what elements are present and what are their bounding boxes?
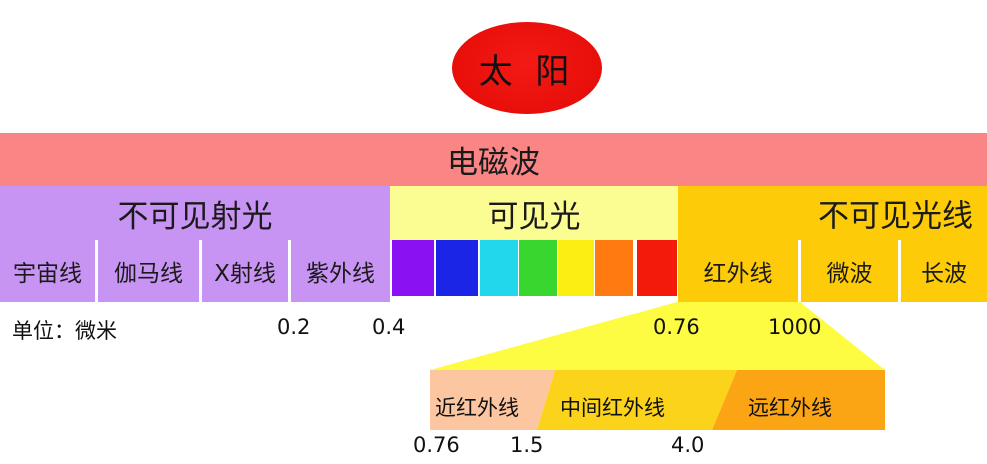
invisible-light-group: 不可见光线 <box>678 186 987 240</box>
visible-light-group: 可见光 <box>390 186 678 240</box>
spectrum-swatch-violet <box>392 240 434 296</box>
unit-label: 单位：微米 <box>12 319 117 343</box>
gamma-ray-label: 伽马线 <box>114 261 183 287</box>
band-divider <box>95 240 98 302</box>
invisible-radiation-label: 不可见射光 <box>117 198 273 235</box>
scale-tick-0-2: 0.2 <box>277 315 311 339</box>
far-infrared-segment <box>712 370 885 430</box>
ir-tick-1-5: 1.5 <box>510 433 544 457</box>
band-divider <box>199 240 202 302</box>
far-infrared-label: 远红外线 <box>748 396 832 420</box>
microwave-cell: 微波 <box>801 240 898 302</box>
cosmic-ray-label: 宇宙线 <box>13 261 82 287</box>
scale-tick-0-4: 0.4 <box>372 315 406 339</box>
microwave-label: 微波 <box>826 261 873 287</box>
spectrum-swatch-red <box>637 240 677 296</box>
long-wave-cell: 长波 <box>901 240 987 302</box>
ir-tick-4-0: 4.0 <box>671 433 705 457</box>
x-ray-cell: X射线 <box>202 240 288 302</box>
sun-ellipse: 太 阳 <box>452 22 602 114</box>
cosmic-ray-cell: 宇宙线 <box>0 240 95 302</box>
invisible-light-label: 不可见光线 <box>818 198 973 235</box>
near-infrared-label: 近红外线 <box>435 396 519 420</box>
spectrum-swatch-yellow <box>558 240 594 296</box>
sun-label: 太 阳 <box>478 51 576 92</box>
x-ray-label: X射线 <box>214 261 276 287</box>
infrared-label: 红外线 <box>703 261 773 287</box>
invisible-radiation-group: 不可见射光 <box>0 186 390 240</box>
spectrum-swatch-orange <box>595 240 633 296</box>
electromagnetic-wave-label: 电磁波 <box>447 145 540 181</box>
scale-tick-1000: 1000 <box>768 315 822 339</box>
near-infrared-segment <box>430 370 555 430</box>
spectrum-swatch-cyan <box>480 240 518 296</box>
band-divider <box>288 240 291 302</box>
mid-infrared-segment <box>537 370 737 430</box>
infrared-cell: 红外线 <box>678 240 798 302</box>
spectrum-swatch-green <box>519 240 557 296</box>
visible-light-label: 可见光 <box>487 198 581 235</box>
electromagnetic-wave-band: 电磁波 <box>0 133 987 186</box>
mid-infrared-label: 中间红外线 <box>560 396 665 420</box>
band-divider <box>798 240 801 302</box>
band-divider <box>898 240 901 302</box>
long-wave-label: 长波 <box>921 261 967 287</box>
spectrum-swatch-blue <box>436 240 478 296</box>
scale-tick-0-76: 0.76 <box>653 315 700 339</box>
ir-tick-0-76: 0.76 <box>413 433 460 457</box>
gamma-ray-cell: 伽马线 <box>98 240 199 302</box>
ultraviolet-label: 紫外线 <box>306 261 375 287</box>
ultraviolet-cell: 紫外线 <box>291 240 390 302</box>
